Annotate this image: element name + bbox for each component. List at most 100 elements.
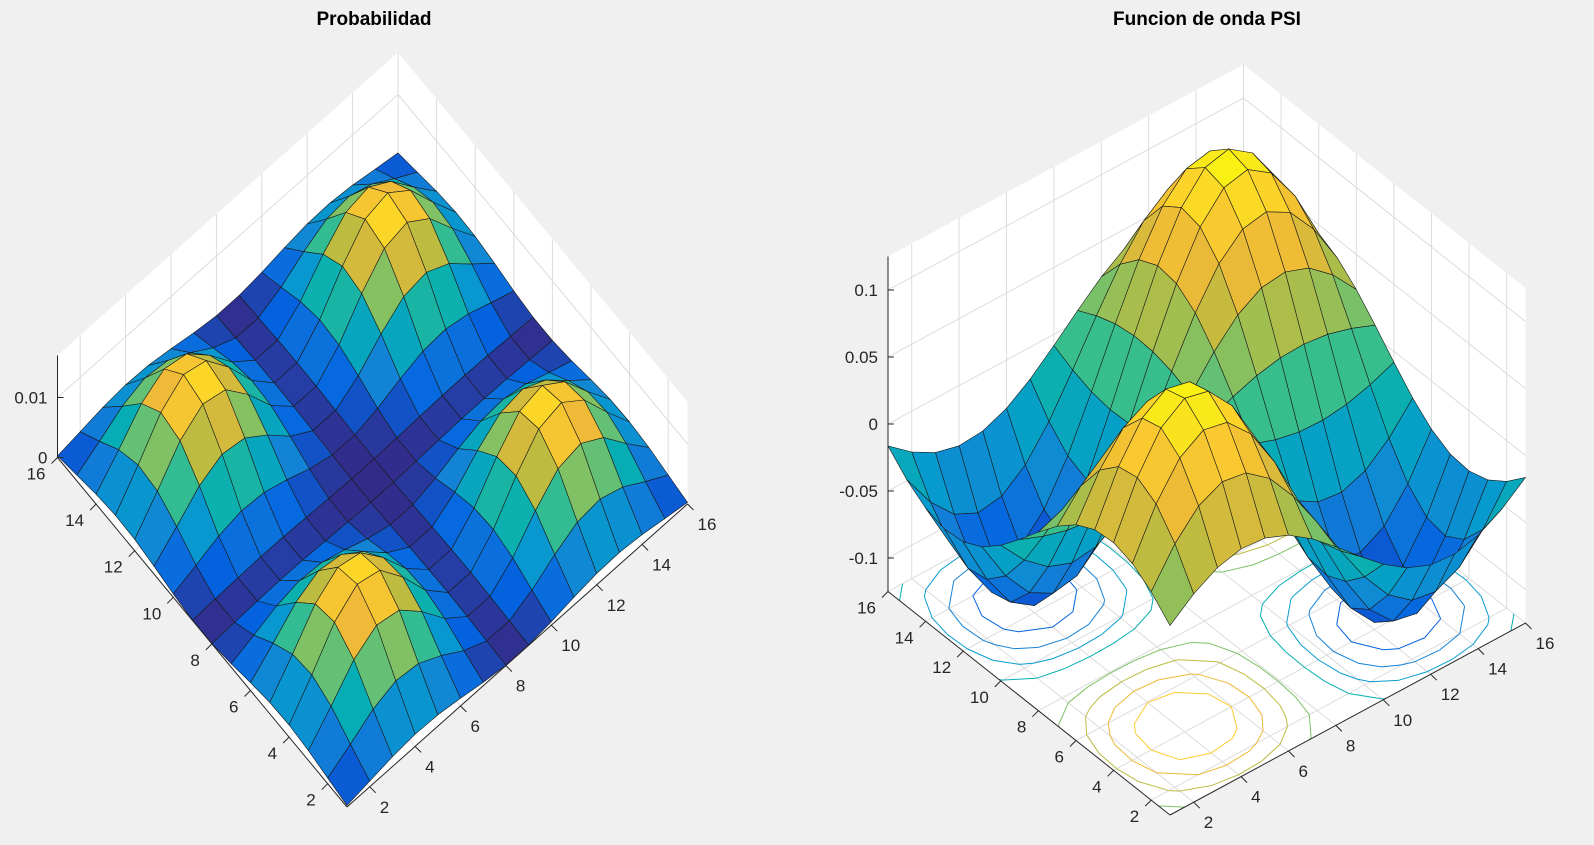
contour-segment bbox=[1286, 623, 1289, 627]
contour-segment bbox=[1401, 661, 1416, 666]
x-axis-tick bbox=[641, 544, 649, 551]
contour-segment bbox=[1465, 579, 1482, 598]
y-tick-label: 2 bbox=[1130, 807, 1139, 826]
contour-segment bbox=[1094, 554, 1114, 571]
x-axis-tick bbox=[369, 786, 377, 794]
contour-segment bbox=[1318, 659, 1341, 674]
contour-segment bbox=[1427, 659, 1453, 673]
contour-segment bbox=[923, 589, 927, 597]
contour-segment bbox=[1290, 596, 1294, 600]
contour-segment bbox=[1309, 589, 1326, 611]
contour-segment bbox=[1286, 599, 1292, 624]
contour-segment bbox=[1510, 613, 1515, 631]
contour-segment bbox=[1174, 691, 1209, 695]
contour-segment bbox=[1450, 587, 1465, 607]
contour-segment bbox=[1135, 733, 1152, 751]
contour-segment bbox=[1087, 672, 1111, 688]
x-tick-label: 2 bbox=[1204, 813, 1213, 832]
y-tick-label: 12 bbox=[932, 658, 951, 677]
contour-segment bbox=[1292, 579, 1313, 597]
y-tick-label: 10 bbox=[970, 688, 989, 707]
contour-segment bbox=[1002, 677, 1038, 681]
contour-segment bbox=[1098, 752, 1117, 770]
contour-segment bbox=[1133, 702, 1149, 724]
contour-segment bbox=[1058, 702, 1069, 726]
contour-segment bbox=[1089, 696, 1101, 709]
contour-segment bbox=[982, 639, 996, 646]
contour-segment bbox=[1262, 585, 1280, 605]
contour-segment bbox=[1383, 648, 1399, 651]
y-tick-label: 6 bbox=[229, 698, 238, 717]
contour-segment bbox=[1067, 686, 1089, 704]
y-tick-label: 12 bbox=[104, 558, 123, 577]
contour-segment bbox=[1269, 635, 1287, 653]
contour-segment bbox=[1133, 723, 1136, 734]
z-tick-label: -0.05 bbox=[839, 482, 878, 501]
y-axis-line bbox=[57, 457, 348, 808]
contour-segment bbox=[1324, 680, 1349, 694]
plot-title-probabilidad: Probabilidad bbox=[316, 9, 431, 30]
contour-segment bbox=[1064, 656, 1090, 669]
contour-segment bbox=[947, 634, 968, 650]
contour-segment bbox=[1088, 604, 1105, 625]
contour-segment bbox=[1003, 628, 1019, 633]
y-axis-tick bbox=[1107, 769, 1114, 777]
y-axis-tick bbox=[282, 736, 290, 744]
contour-segment bbox=[1112, 569, 1127, 589]
x-tick-label: 10 bbox=[561, 636, 580, 655]
x-axis-line bbox=[1169, 622, 1526, 816]
contour-segment bbox=[1279, 726, 1288, 745]
contour-segment bbox=[1150, 598, 1154, 611]
y-tick-label: 2 bbox=[306, 791, 315, 810]
contour-segment bbox=[1258, 666, 1279, 682]
y-axis-tick bbox=[244, 690, 251, 697]
contour-segment bbox=[1133, 679, 1159, 692]
contour-segment bbox=[1239, 544, 1268, 555]
contour-segment bbox=[1014, 646, 1039, 650]
contour-segment bbox=[1072, 589, 1078, 612]
contour-segment bbox=[992, 659, 1020, 665]
x-tick-label: 14 bbox=[652, 555, 671, 574]
x-axis-tick bbox=[1430, 673, 1438, 681]
contour-segment bbox=[1125, 588, 1128, 592]
y-tick-label: 14 bbox=[65, 511, 84, 530]
axes-back-pane-x bbox=[398, 52, 688, 504]
contour-segment bbox=[1198, 764, 1227, 776]
contour-segment bbox=[1226, 750, 1250, 766]
contour-segment bbox=[1036, 668, 1065, 679]
y-tick-label: 8 bbox=[1017, 718, 1026, 737]
contour-segment bbox=[1085, 707, 1091, 717]
contour-segment bbox=[1078, 634, 1102, 649]
contour-segment bbox=[1230, 706, 1238, 729]
contour-segment bbox=[1336, 602, 1342, 625]
x-tick-label: 16 bbox=[1536, 634, 1555, 653]
y-tick-label: 6 bbox=[1055, 748, 1064, 767]
contour-segment bbox=[1099, 681, 1122, 697]
x-axis-tick bbox=[1477, 648, 1485, 655]
x-tick-label: 2 bbox=[380, 798, 389, 817]
contour-segment bbox=[940, 554, 962, 571]
z-tick-label: -0.1 bbox=[849, 549, 878, 568]
contour-segment bbox=[1414, 649, 1441, 663]
contour-segment bbox=[1052, 611, 1074, 628]
grid-line bbox=[887, 97, 1526, 322]
contour-segment bbox=[1228, 682, 1250, 698]
probability-surface-plot: Probabilidad 0 0.01 2 2 4 4 6 6 8 8 10 10 12 12 14 14 16… bbox=[14, 9, 716, 817]
z-tick-label: 0.1 bbox=[854, 281, 878, 300]
contour-segment bbox=[1248, 696, 1263, 716]
contour-segment bbox=[1439, 633, 1460, 651]
contour-segment bbox=[1174, 659, 1180, 661]
contour-segment bbox=[1340, 672, 1358, 680]
contour-segment bbox=[1431, 598, 1442, 619]
y-tick-label: 14 bbox=[895, 628, 914, 647]
contour-segment bbox=[1114, 690, 1134, 709]
contour-segment bbox=[1121, 669, 1147, 683]
contour-segment bbox=[1358, 662, 1382, 668]
contour-segment bbox=[1348, 692, 1383, 700]
y-axis-line bbox=[887, 591, 1171, 816]
x-axis-tick bbox=[550, 624, 558, 632]
contour-segment bbox=[1279, 705, 1287, 718]
y-axis-tick bbox=[1144, 799, 1152, 807]
contour-segment bbox=[1261, 743, 1281, 762]
contour-segment bbox=[1234, 553, 1240, 556]
